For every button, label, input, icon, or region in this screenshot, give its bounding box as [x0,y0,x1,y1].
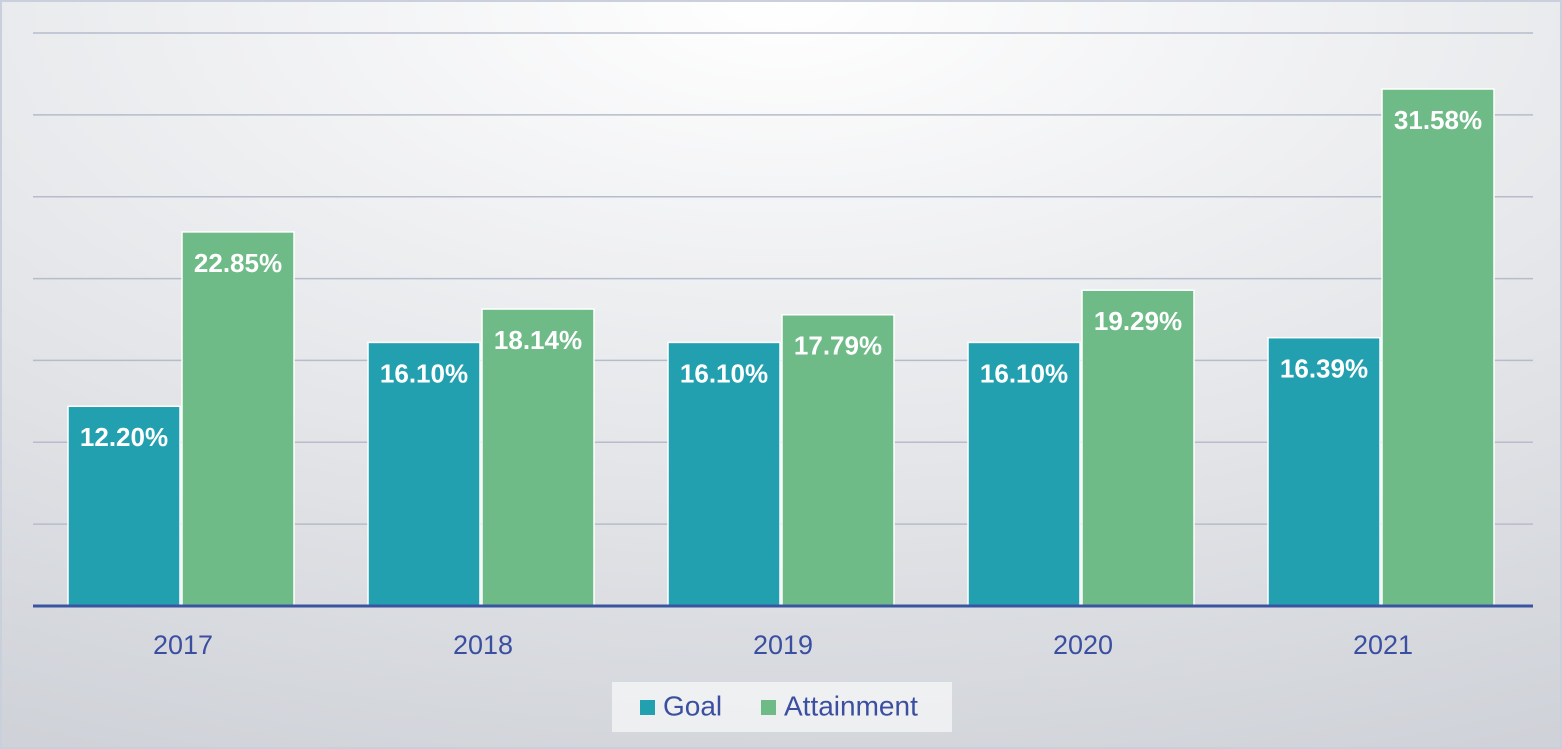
bar [781,314,895,607]
bar [1381,88,1495,607]
legend-label: Attainment [784,690,918,721]
data-label: 18.14% [494,325,582,355]
bar [367,341,481,607]
data-label: 31.58% [1394,105,1482,135]
bar [1267,336,1381,607]
x-tick-label: 2020 [1053,630,1113,660]
legend-box [612,682,952,732]
data-label: 16.10% [980,358,1068,388]
data-label: 16.10% [380,358,468,388]
x-tick-label: 2021 [1353,630,1413,660]
data-label: 17.79% [794,331,882,361]
legend-swatch [761,700,776,715]
bar [67,405,181,607]
x-tick-label: 2019 [753,630,813,660]
x-tick-label: 2017 [153,630,213,660]
bar [181,231,295,607]
data-label: 12.20% [80,422,168,452]
data-label: 16.10% [680,358,768,388]
bar [967,341,1081,607]
bar [1081,289,1195,607]
bar [481,308,595,607]
legend-label: Goal [663,690,722,721]
legend-swatch [640,700,655,715]
data-label: 16.39% [1280,354,1368,384]
data-label: 22.85% [194,248,282,278]
bar [667,341,781,607]
data-label: 19.29% [1094,306,1182,336]
x-tick-label: 2018 [453,630,513,660]
